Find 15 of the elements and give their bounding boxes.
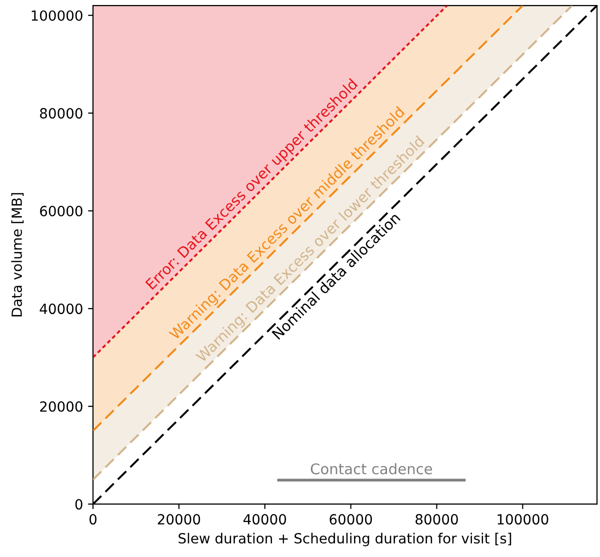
x-tick-label: 0	[89, 514, 96, 525]
x-tick-label: 20000	[158, 514, 200, 525]
y-tick-label: 40000	[40, 304, 82, 314]
y-tick-label: 60000	[40, 206, 82, 216]
y-tick-label: 100000	[32, 10, 82, 21]
y-tick-label: 0	[75, 499, 82, 510]
y-axis-title: Data volume [MB]	[11, 193, 24, 316]
x-axis-title: Slew duration + Scheduling duration for visit [s]	[178, 532, 512, 546]
y-tick-label: 80000	[40, 108, 82, 119]
annotation: Contact cadence	[310, 463, 432, 474]
x-tick-label: 100000	[498, 514, 548, 525]
y-tick-label: 20000	[40, 401, 82, 412]
x-tick-label: 80000	[416, 514, 458, 525]
x-tick-label: 60000	[330, 514, 372, 525]
x-tick-label: 40000	[243, 514, 286, 525]
